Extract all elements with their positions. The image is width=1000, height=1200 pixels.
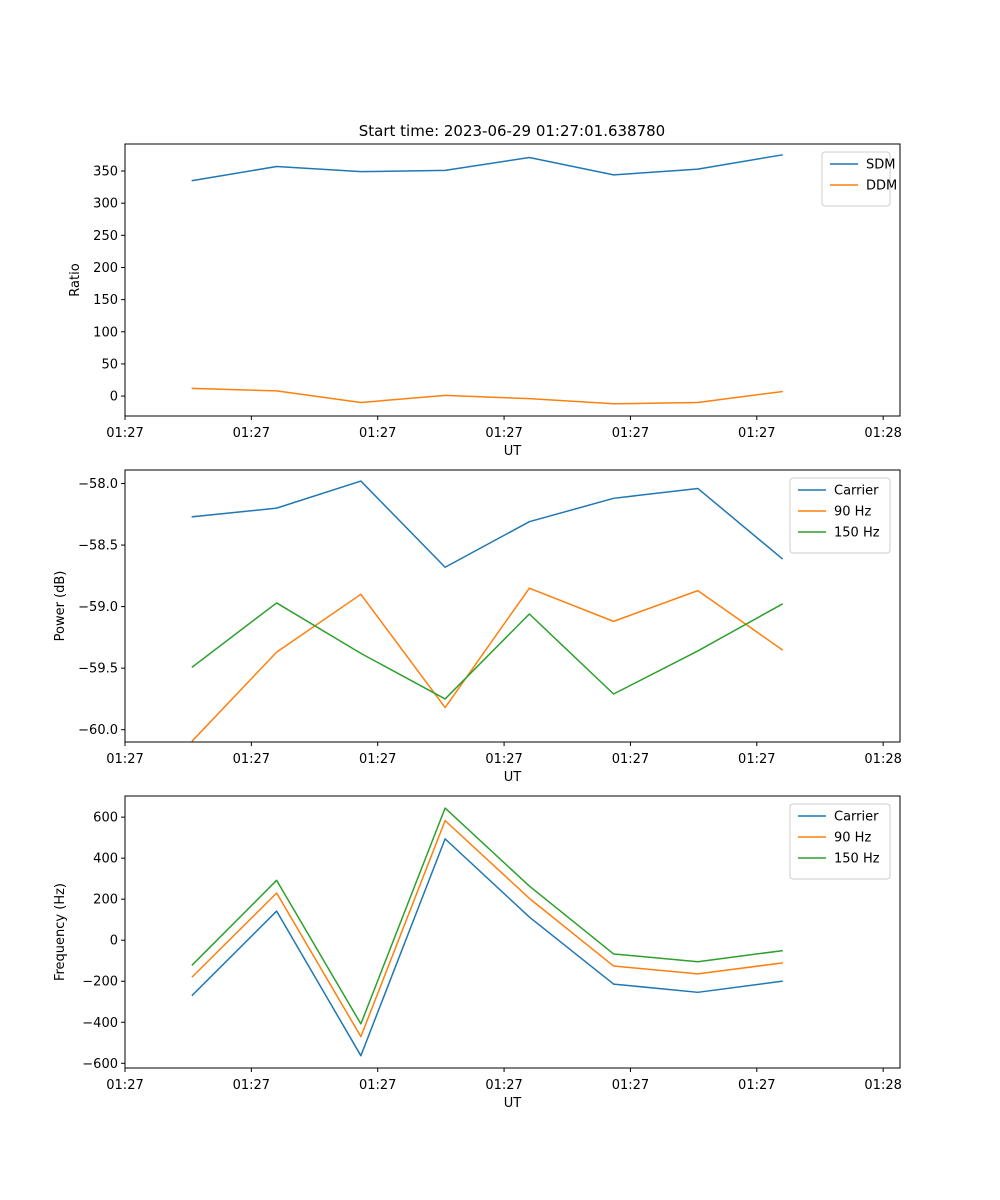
panel-3-series-90-hz-line — [191, 819, 783, 1038]
panel-3-xtick-label: 01:27 — [612, 1078, 649, 1093]
panel-3-ytick-label: 0 — [110, 934, 118, 949]
panel-1-ytick-label: 150 — [93, 293, 118, 308]
panel-1-ytick-label: 100 — [93, 325, 118, 340]
panel-2-legend-label: Carrier — [834, 484, 879, 499]
panel-1-axes-frame — [124, 143, 901, 417]
panel-2-series-150-hz-line — [191, 602, 784, 700]
panel-3-legend-box — [789, 803, 891, 880]
panel-1-xtick-label: 01:27 — [106, 426, 143, 441]
panel-1-series-sdm-line — [191, 154, 783, 182]
panel-3-axes-frame — [124, 795, 901, 1069]
panel-3-xtick-label: 01:27 — [738, 1078, 775, 1093]
panel-2-ytick-label: −60.0 — [78, 723, 118, 738]
panel-1-ylabel: Ratio — [68, 263, 83, 296]
panel-2-ytick-label: −58.0 — [78, 477, 118, 492]
panel-3-legend-label: 90 Hz — [834, 831, 871, 846]
panel-1-xtick-label: 01:27 — [359, 426, 396, 441]
panel-2-ylabel: Power (dB) — [53, 571, 68, 642]
panel-2-series-carrier-line — [191, 480, 784, 568]
panel-2-legend-label: 150 Hz — [834, 526, 880, 541]
figure-title: Start time: 2023-06-29 01:27:01.638780 — [359, 122, 665, 140]
panel-1-ytick-label: 50 — [101, 357, 118, 372]
panel-2-axes-frame — [124, 469, 901, 743]
panel-3-ytick-label: 400 — [93, 852, 118, 867]
panel-1-xtick-label: 01:27 — [738, 426, 775, 441]
panel-1-xtick-label: 01:27 — [233, 426, 270, 441]
panel-3-xtick-label: 01:27 — [485, 1078, 522, 1093]
panel-2-xtick-label: 01:27 — [738, 752, 775, 767]
panel-2: −60.0 −59.5 −59.0 −58.5 −58.0 01:27 01:27 01:27… — [53, 469, 902, 785]
panel-1-xtick-label: 01:27 — [485, 426, 522, 441]
panel-1-xtick-label: 01:28 — [864, 426, 901, 441]
panel-2-xtick-label: 01:27 — [485, 752, 522, 767]
panel-3-legend-label: 150 Hz — [834, 852, 880, 867]
panel-3-ytick-label: −200 — [82, 975, 118, 990]
panel-2-ytick-label: −58.5 — [78, 539, 118, 554]
panel-1-legend-label: SDM — [866, 158, 895, 173]
panel-2-series-90-hz-line — [191, 587, 784, 742]
panel-1-ytick-label: 350 — [93, 165, 118, 180]
panel-2-xtick-label: 01:27 — [359, 752, 396, 767]
panel-1-series-ddm-line — [191, 387, 783, 405]
panel-1-xlabel: UT — [504, 444, 522, 459]
panel-3-xtick-label: 01:28 — [864, 1078, 901, 1093]
panel-2-xlabel: UT — [504, 770, 522, 785]
panel-1-legend-box — [821, 151, 891, 207]
panel-1: 0 50 100 150 200 250 300 350 01:27 01:27 01:27 01:2… — [68, 143, 902, 459]
panel-3-ytick-label: 600 — [93, 811, 118, 826]
panel-1-ytick-label: 250 — [93, 229, 118, 244]
panel-1-xtick-label: 01:27 — [612, 426, 649, 441]
panel-3-xlabel: UT — [504, 1096, 522, 1111]
panel-2-xtick-label: 01:27 — [612, 752, 649, 767]
panel-3-series-carrier-line — [191, 838, 783, 1057]
panel-3-ytick-label: −400 — [82, 1016, 118, 1031]
panel-1-ytick-label: 300 — [93, 197, 118, 212]
panel-2-ytick-label: −59.0 — [78, 600, 118, 615]
panel-1-legend: SDM DDM — [821, 151, 897, 207]
panel-2-legend-label: 90 Hz — [834, 505, 871, 520]
panel-2-xtick-label: 01:28 — [864, 752, 901, 767]
panel-2-legend-box — [789, 477, 891, 554]
panel-3-xtick-label: 01:27 — [233, 1078, 270, 1093]
panel-3-xtick-label: 01:27 — [106, 1078, 143, 1093]
panel-3: −600 −400 −200 0 200 400 600 01:27 01:27 01:27 01:… — [53, 795, 902, 1111]
panel-3-xtick-label: 01:27 — [359, 1078, 396, 1093]
panel-3-legend: Carrier 90 Hz 150 Hz — [789, 803, 891, 880]
panel-3-ytick-label: 200 — [93, 893, 118, 908]
panel-3-series-150-hz-line — [191, 807, 783, 1025]
panel-3-ylabel: Frequency (Hz) — [53, 883, 68, 981]
panel-2-xtick-label: 01:27 — [233, 752, 270, 767]
panel-3-legend-label: Carrier — [834, 810, 879, 825]
subplots: 0 50 100 150 200 250 300 350 01:27 01:27 01:27 01:2… — [53, 143, 902, 1111]
panel-3-ytick-label: −600 — [82, 1057, 118, 1072]
panel-2-xtick-label: 01:27 — [106, 752, 143, 767]
panel-2-legend: Carrier 90 Hz 150 Hz — [789, 477, 891, 554]
panel-1-ytick-label: 200 — [93, 261, 118, 276]
panel-1-legend-label: DDM — [866, 179, 897, 194]
panel-2-ytick-label: −59.5 — [78, 662, 118, 677]
panel-1-ytick-label: 0 — [110, 390, 118, 405]
